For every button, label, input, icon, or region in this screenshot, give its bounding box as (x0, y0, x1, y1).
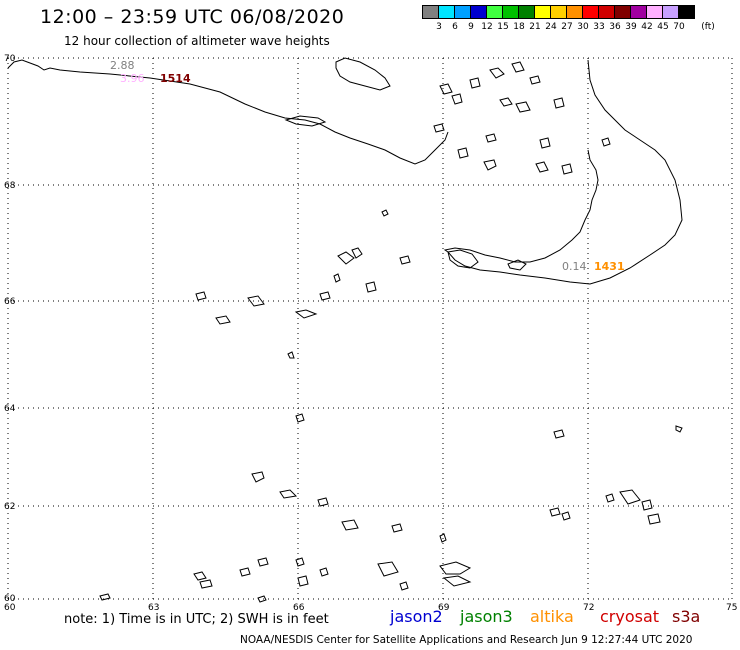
satellite-jason2: jason2 (390, 607, 443, 626)
scale-level-label: 21 (529, 22, 541, 32)
scale-level-label: 15 (497, 22, 509, 32)
scale-level-label: 70 (673, 22, 685, 32)
track-labels: 2.88 3.96 1514 0.14 1431 (110, 59, 625, 273)
satellite-s3a: s3a (672, 607, 701, 626)
scale-level-label: 33 (593, 22, 605, 32)
scale-unit-label: (ft) (701, 22, 715, 32)
graticule (7, 57, 733, 600)
lon-label: 66 (293, 603, 305, 613)
track-label: 1514 (160, 72, 191, 85)
lon-label: 72 (583, 603, 594, 613)
wave-height-color-scale (422, 5, 695, 19)
lon-label: 60 (4, 603, 16, 613)
map-title: 12:00 – 23:59 UTC 06/08/2020 (40, 6, 345, 28)
lon-label: 69 (438, 603, 450, 613)
credit-footer: NOAA/NESDIS Center for Satellite Applica… (240, 634, 693, 646)
latitude-labels: 70 68 66 64 62 60 (4, 54, 16, 604)
lon-label: 75 (726, 603, 737, 613)
track-label: 3.96 (120, 72, 145, 85)
scale-level-label: 27 (561, 22, 573, 32)
map-subtitle: 12 hour collection of altimeter wave hei… (64, 34, 330, 48)
scale-level-label: 3 (436, 22, 442, 32)
scale-level-label: 36 (609, 22, 621, 32)
lat-label: 64 (4, 404, 16, 414)
scale-swatch (678, 5, 695, 19)
footnote: note: 1) Time is in UTC; 2) SWH is in fe… (64, 612, 329, 627)
track-label: 1431 (594, 260, 625, 273)
lat-label: 66 (4, 297, 16, 307)
scale-level-label: 9 (468, 22, 474, 32)
scale-level-label: 42 (641, 22, 653, 32)
lat-label: 68 (4, 181, 16, 191)
lat-label: 60 (4, 594, 16, 604)
track-label: 2.88 (110, 59, 135, 72)
scale-level-label: 18 (513, 22, 525, 32)
scale-level-label: 12 (481, 22, 493, 32)
lat-label: 62 (4, 502, 15, 512)
scale-level-label: 45 (657, 22, 669, 32)
scale-level-label: 6 (452, 22, 458, 32)
satellite-cryosat: cryosat (600, 607, 660, 626)
coastline (7, 57, 683, 603)
scale-level-label: 24 (545, 22, 557, 32)
track-label: 0.14 (562, 260, 587, 273)
scale-level-label: 30 (577, 22, 589, 32)
satellite-altika: altika (530, 607, 574, 626)
lat-label: 70 (4, 54, 16, 64)
scale-level-label: 39 (625, 22, 637, 32)
lon-label: 63 (148, 603, 159, 613)
satellite-jason3: jason3 (460, 607, 513, 626)
longitude-labels: 60 63 66 69 72 75 (4, 603, 737, 613)
